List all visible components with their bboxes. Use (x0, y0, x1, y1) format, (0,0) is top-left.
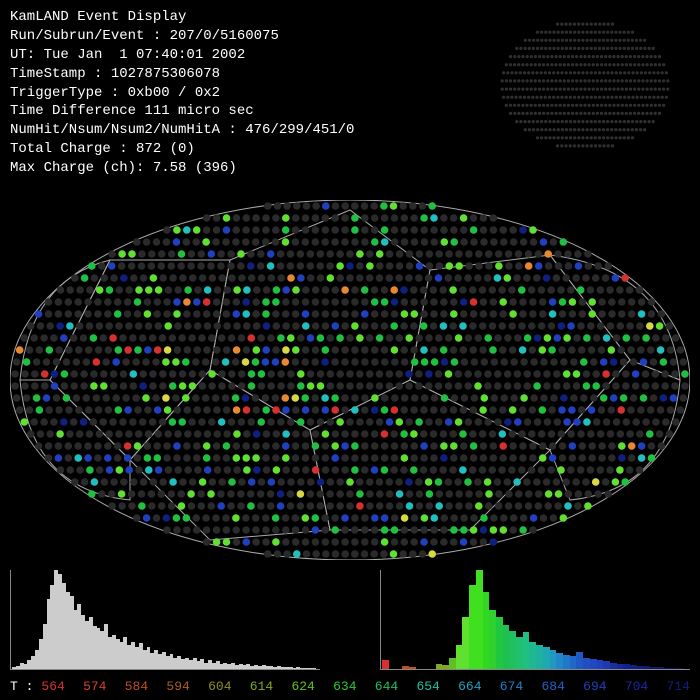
meta-numhit: NumHit/Nsum/Nsum2/NumHitA : 476/299/451/… (10, 121, 354, 140)
meta-ut: UT: Tue Jan 1 07:40:01 2002 (10, 46, 354, 65)
metadata-panel: KamLAND Event Display Run/Subrun/Event :… (10, 8, 354, 178)
title: KamLAND Event Display (10, 8, 354, 27)
meta-run: Run/Subrun/Event : 207/0/5160075 (10, 27, 354, 46)
time-tick: 574 (83, 679, 106, 694)
main-event-map (10, 200, 690, 560)
time-tick: 644 (375, 679, 398, 694)
meta-charge: Total Charge : 872 (0) (10, 140, 354, 159)
time-color-axis: T : 564 574 584 594 604 614 624 634 644 654 664 674… (10, 679, 690, 694)
time-axis-label: T : (10, 679, 33, 694)
time-tick: 694 (583, 679, 606, 694)
time-tick: 624 (291, 679, 314, 694)
time-tick: 594 (166, 679, 189, 694)
time-tick: 674 (500, 679, 523, 694)
meta-trigger: TriggerType : 0xb00 / 0x2 (10, 84, 354, 103)
time-tick: 664 (458, 679, 481, 694)
time-tick: 684 (541, 679, 564, 694)
meta-maxcharge: Max Charge (ch): 7.58 (396) (10, 159, 354, 178)
time-tick: 604 (208, 679, 231, 694)
time-tick: 584 (125, 679, 148, 694)
mini-event-map (500, 20, 670, 150)
time-tick: 634 (333, 679, 356, 694)
time-tick: 564 (41, 679, 64, 694)
meta-timestamp: TimeStamp : 1027875306078 (10, 65, 354, 84)
time-tick: 704 (625, 679, 648, 694)
time-tick: 654 (416, 679, 439, 694)
meta-timediff: Time Difference 111 micro sec (10, 102, 354, 121)
time-tick: 714 (666, 679, 689, 694)
time-histogram (380, 570, 690, 670)
charge-histogram (10, 570, 320, 670)
time-tick: 614 (250, 679, 273, 694)
histogram-row (10, 570, 690, 670)
